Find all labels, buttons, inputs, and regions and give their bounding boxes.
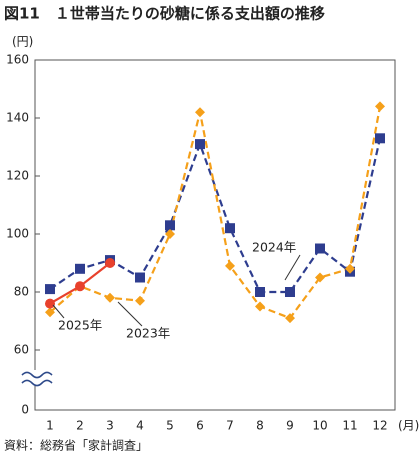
y-tick-label: 160 <box>6 53 29 67</box>
chart-title: 図11 １世帯当たりの砂糖に係る支出額の推移 <box>4 5 325 23</box>
y-tick-label: 120 <box>6 169 29 183</box>
x-tick-label: 9 <box>286 419 294 433</box>
marker <box>285 313 295 324</box>
x-tick-label: 8 <box>256 419 264 433</box>
x-tick-label: 3 <box>106 419 114 433</box>
x-tick-label: 4 <box>136 419 144 433</box>
leader-line <box>117 301 143 327</box>
plot-frame <box>34 59 396 411</box>
x-tick-label: 11 <box>342 419 357 433</box>
marker <box>255 301 265 312</box>
x-tick-label: 1 <box>46 419 54 433</box>
marker <box>45 298 55 309</box>
axis-break <box>21 370 53 387</box>
marker <box>195 107 205 118</box>
marker <box>255 287 265 297</box>
marker <box>195 139 205 150</box>
leader-line <box>52 304 65 319</box>
series-label: 2025年 <box>58 318 102 333</box>
marker <box>75 263 85 274</box>
marker <box>165 229 175 239</box>
marker <box>135 272 145 283</box>
marker <box>345 263 355 274</box>
series-line <box>49 106 382 320</box>
leader-line <box>284 254 301 281</box>
marker <box>165 220 175 231</box>
series-label: 2024年 <box>252 240 296 255</box>
marker <box>225 223 235 234</box>
marker <box>45 307 55 318</box>
y-tick-label: 80 <box>14 285 29 299</box>
x-tick-label: 6 <box>196 419 204 433</box>
source: 資料：総務省「家計調査」 <box>4 438 148 453</box>
y-tick-label: 140 <box>6 111 29 125</box>
marker <box>375 133 385 144</box>
x-tick-label: 5 <box>166 419 174 433</box>
marker <box>225 260 235 271</box>
marker <box>135 295 145 306</box>
x-tick-label: 2 <box>76 419 84 433</box>
x-tick-label: 10 <box>312 419 327 433</box>
marker <box>375 101 385 112</box>
marker <box>75 281 85 292</box>
y-tick-label: 100 <box>6 227 29 241</box>
x-tick-label: 7 <box>226 419 234 433</box>
marker <box>45 284 55 295</box>
x-axis-label: (月) <box>398 419 419 433</box>
y-tick-label: 0 <box>21 403 29 417</box>
marker <box>315 243 325 254</box>
marker <box>315 272 325 283</box>
marker <box>285 287 295 297</box>
series-label: 2023年 <box>126 326 170 341</box>
y-axis-label: (円) <box>12 35 33 49</box>
marker <box>105 292 115 303</box>
series-line <box>49 138 382 294</box>
x-tick-label: 12 <box>372 419 387 433</box>
marker <box>105 258 115 268</box>
y-tick-label: 60 <box>14 343 29 357</box>
